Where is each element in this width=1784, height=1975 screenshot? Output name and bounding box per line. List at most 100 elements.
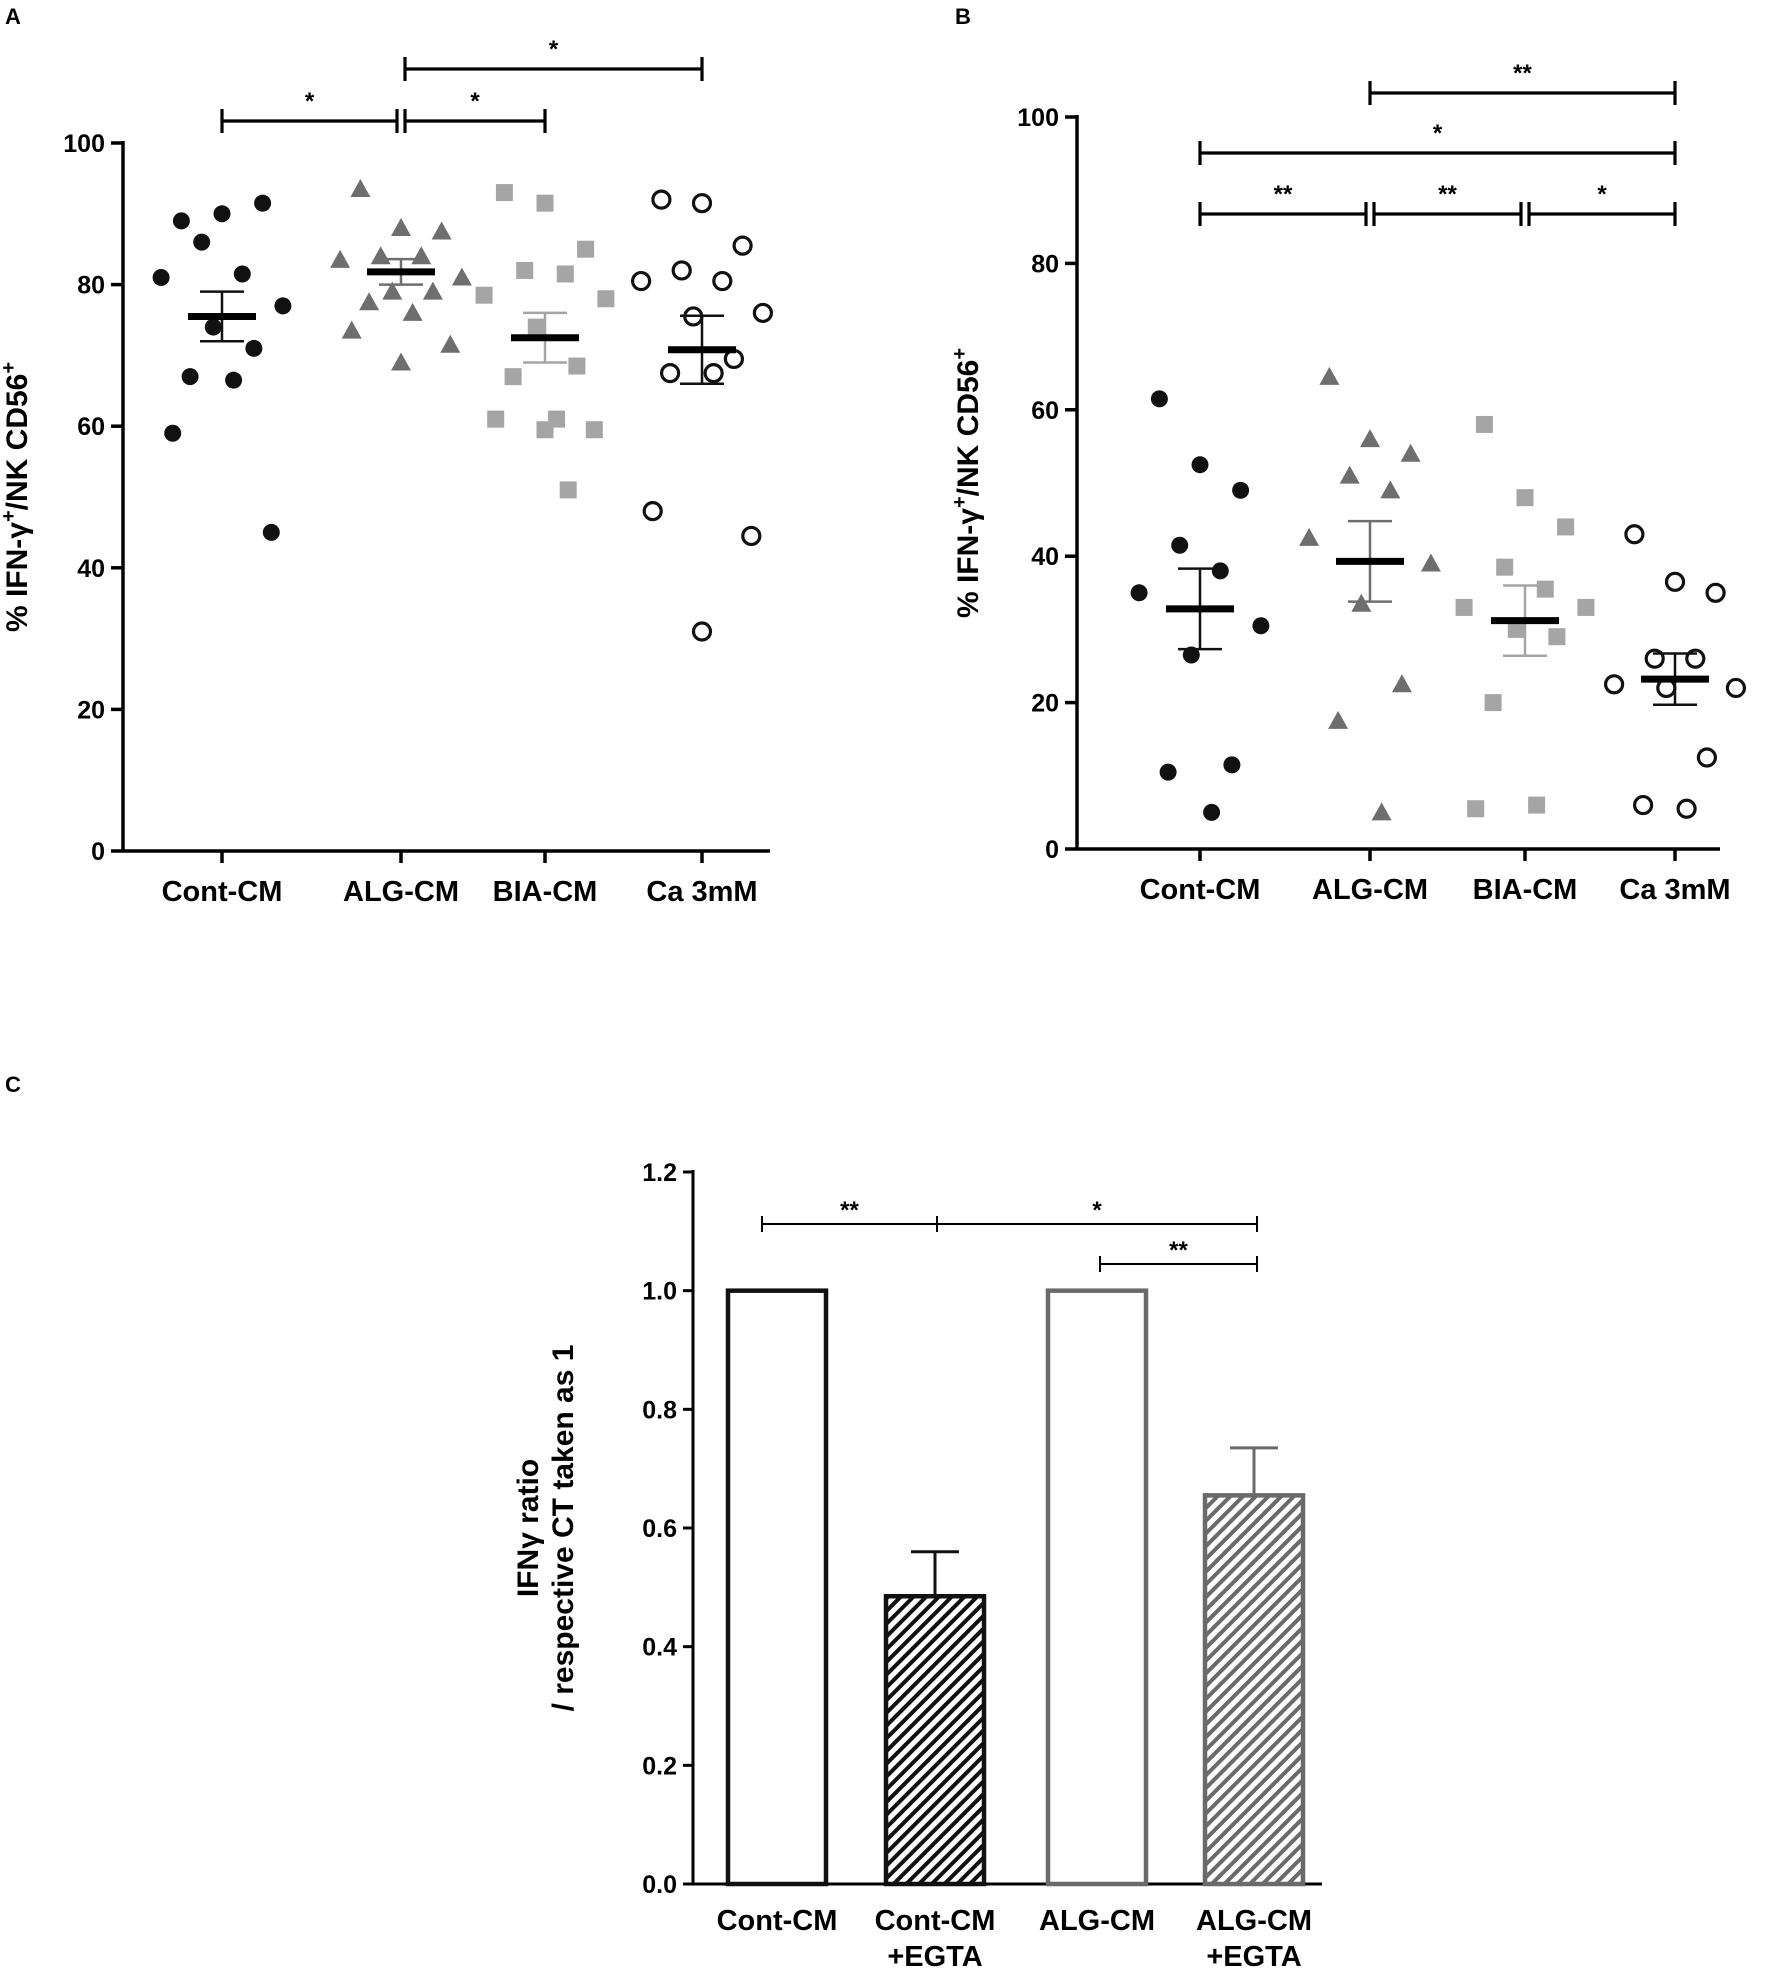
data-point bbox=[1130, 584, 1148, 602]
data-point bbox=[1360, 429, 1380, 448]
significance-label: ** bbox=[1513, 60, 1532, 87]
significance-label: ** bbox=[1438, 181, 1457, 208]
category-label: ALG-CM bbox=[1196, 1905, 1312, 1937]
data-point bbox=[382, 281, 403, 300]
data-point bbox=[1400, 443, 1421, 462]
data-point bbox=[487, 410, 505, 428]
data-point bbox=[752, 302, 774, 324]
significance-label: * bbox=[1433, 120, 1443, 147]
data-point bbox=[422, 281, 443, 300]
data-point bbox=[391, 352, 411, 371]
y-tick-label: 80 bbox=[77, 272, 105, 300]
data-point bbox=[568, 357, 586, 375]
category-label: BIA-CM bbox=[493, 876, 598, 908]
data-point bbox=[495, 184, 513, 202]
significance-label: ** bbox=[1169, 1237, 1188, 1264]
data-point bbox=[1182, 646, 1200, 664]
data-point bbox=[225, 371, 243, 389]
data-point bbox=[164, 424, 182, 442]
panel-c-label: C bbox=[5, 1072, 21, 1097]
data-point bbox=[274, 297, 292, 315]
data-point bbox=[504, 368, 522, 386]
y-axis-label-line2: / respective CT taken as 1 bbox=[547, 1345, 580, 1712]
data-point bbox=[359, 292, 380, 311]
data-point bbox=[1371, 802, 1392, 821]
significance-label: ** bbox=[840, 1197, 859, 1224]
bar bbox=[883, 1593, 987, 1887]
data-point bbox=[1159, 763, 1177, 781]
data-point bbox=[732, 235, 753, 256]
data-point bbox=[1203, 803, 1221, 821]
category-label: Cont-CM bbox=[162, 876, 283, 908]
data-point bbox=[577, 240, 595, 258]
panel-a-chart: 0 20 40 60 80 100 Cont-CM ALG-CM BIA-CM Ca 3mM % I… bbox=[0, 36, 774, 908]
category-label-line2: +EGTA bbox=[887, 1941, 982, 1973]
data-point bbox=[1232, 481, 1250, 499]
y-tick-label: 0 bbox=[91, 838, 105, 866]
data-point bbox=[1380, 480, 1401, 499]
data-point bbox=[1496, 558, 1514, 576]
data-point bbox=[1664, 571, 1686, 592]
significance-label: ** bbox=[1274, 181, 1293, 208]
bar bbox=[725, 1288, 829, 1887]
data-point bbox=[1507, 620, 1525, 638]
data-point bbox=[556, 265, 574, 283]
data-point bbox=[703, 363, 724, 384]
data-point bbox=[245, 339, 263, 357]
significance-label: * bbox=[470, 88, 480, 115]
data-point bbox=[1696, 747, 1718, 768]
y-axis-label-line1: IFNγ ratio bbox=[512, 1459, 545, 1597]
category-label: Cont-CM bbox=[717, 1905, 838, 1937]
data-point bbox=[431, 221, 452, 240]
y-tick-label: 20 bbox=[77, 696, 105, 724]
data-point bbox=[1391, 674, 1412, 693]
data-point bbox=[642, 501, 663, 522]
category-label: ALG-CM bbox=[1039, 1905, 1155, 1937]
data-point bbox=[1319, 366, 1340, 385]
data-point bbox=[1557, 518, 1575, 536]
significance-label: * bbox=[305, 88, 315, 115]
data-point bbox=[1171, 536, 1189, 554]
data-point bbox=[391, 217, 411, 236]
significance-label: * bbox=[549, 36, 559, 63]
y-tick-label: 40 bbox=[77, 555, 105, 583]
data-point bbox=[1339, 465, 1360, 484]
y-tick-label: 1.0 bbox=[642, 1278, 677, 1306]
data-point bbox=[691, 193, 713, 214]
data-point bbox=[402, 302, 423, 321]
data-point bbox=[193, 233, 211, 251]
data-point bbox=[1705, 582, 1726, 603]
data-point bbox=[1211, 562, 1229, 580]
panel-a-label: A bbox=[5, 4, 21, 29]
data-point bbox=[330, 249, 351, 268]
significance-label: * bbox=[1597, 181, 1607, 208]
data-point bbox=[213, 205, 231, 223]
data-point bbox=[1467, 800, 1485, 818]
category-label-line2: +EGTA bbox=[1206, 1941, 1301, 1973]
data-point bbox=[1455, 598, 1473, 616]
data-point bbox=[741, 525, 762, 547]
category-label: Ca 3mM bbox=[646, 876, 757, 908]
data-point bbox=[341, 320, 362, 339]
data-point bbox=[1475, 415, 1493, 433]
y-axis-label: % IFN-γ+/NK CD56+ bbox=[949, 348, 985, 618]
data-point bbox=[630, 270, 652, 292]
data-point bbox=[1536, 580, 1554, 598]
data-point bbox=[1577, 598, 1595, 616]
significance-label: * bbox=[1092, 1197, 1102, 1224]
data-point bbox=[370, 246, 391, 265]
y-tick-label: 100 bbox=[63, 130, 105, 158]
category-label: ALG-CM bbox=[343, 876, 459, 908]
category-label: Cont-CM bbox=[1140, 874, 1261, 906]
data-point bbox=[172, 212, 190, 230]
y-tick-label: 20 bbox=[1031, 690, 1059, 718]
category-label: Ca 3mM bbox=[1619, 874, 1730, 906]
data-point bbox=[1676, 798, 1697, 819]
data-point bbox=[440, 334, 461, 353]
y-tick-label: 0.4 bbox=[642, 1634, 677, 1662]
data-point bbox=[659, 363, 681, 384]
data-point bbox=[712, 270, 733, 292]
category-label: Cont-CM bbox=[875, 1905, 996, 1937]
data-point bbox=[536, 194, 554, 212]
